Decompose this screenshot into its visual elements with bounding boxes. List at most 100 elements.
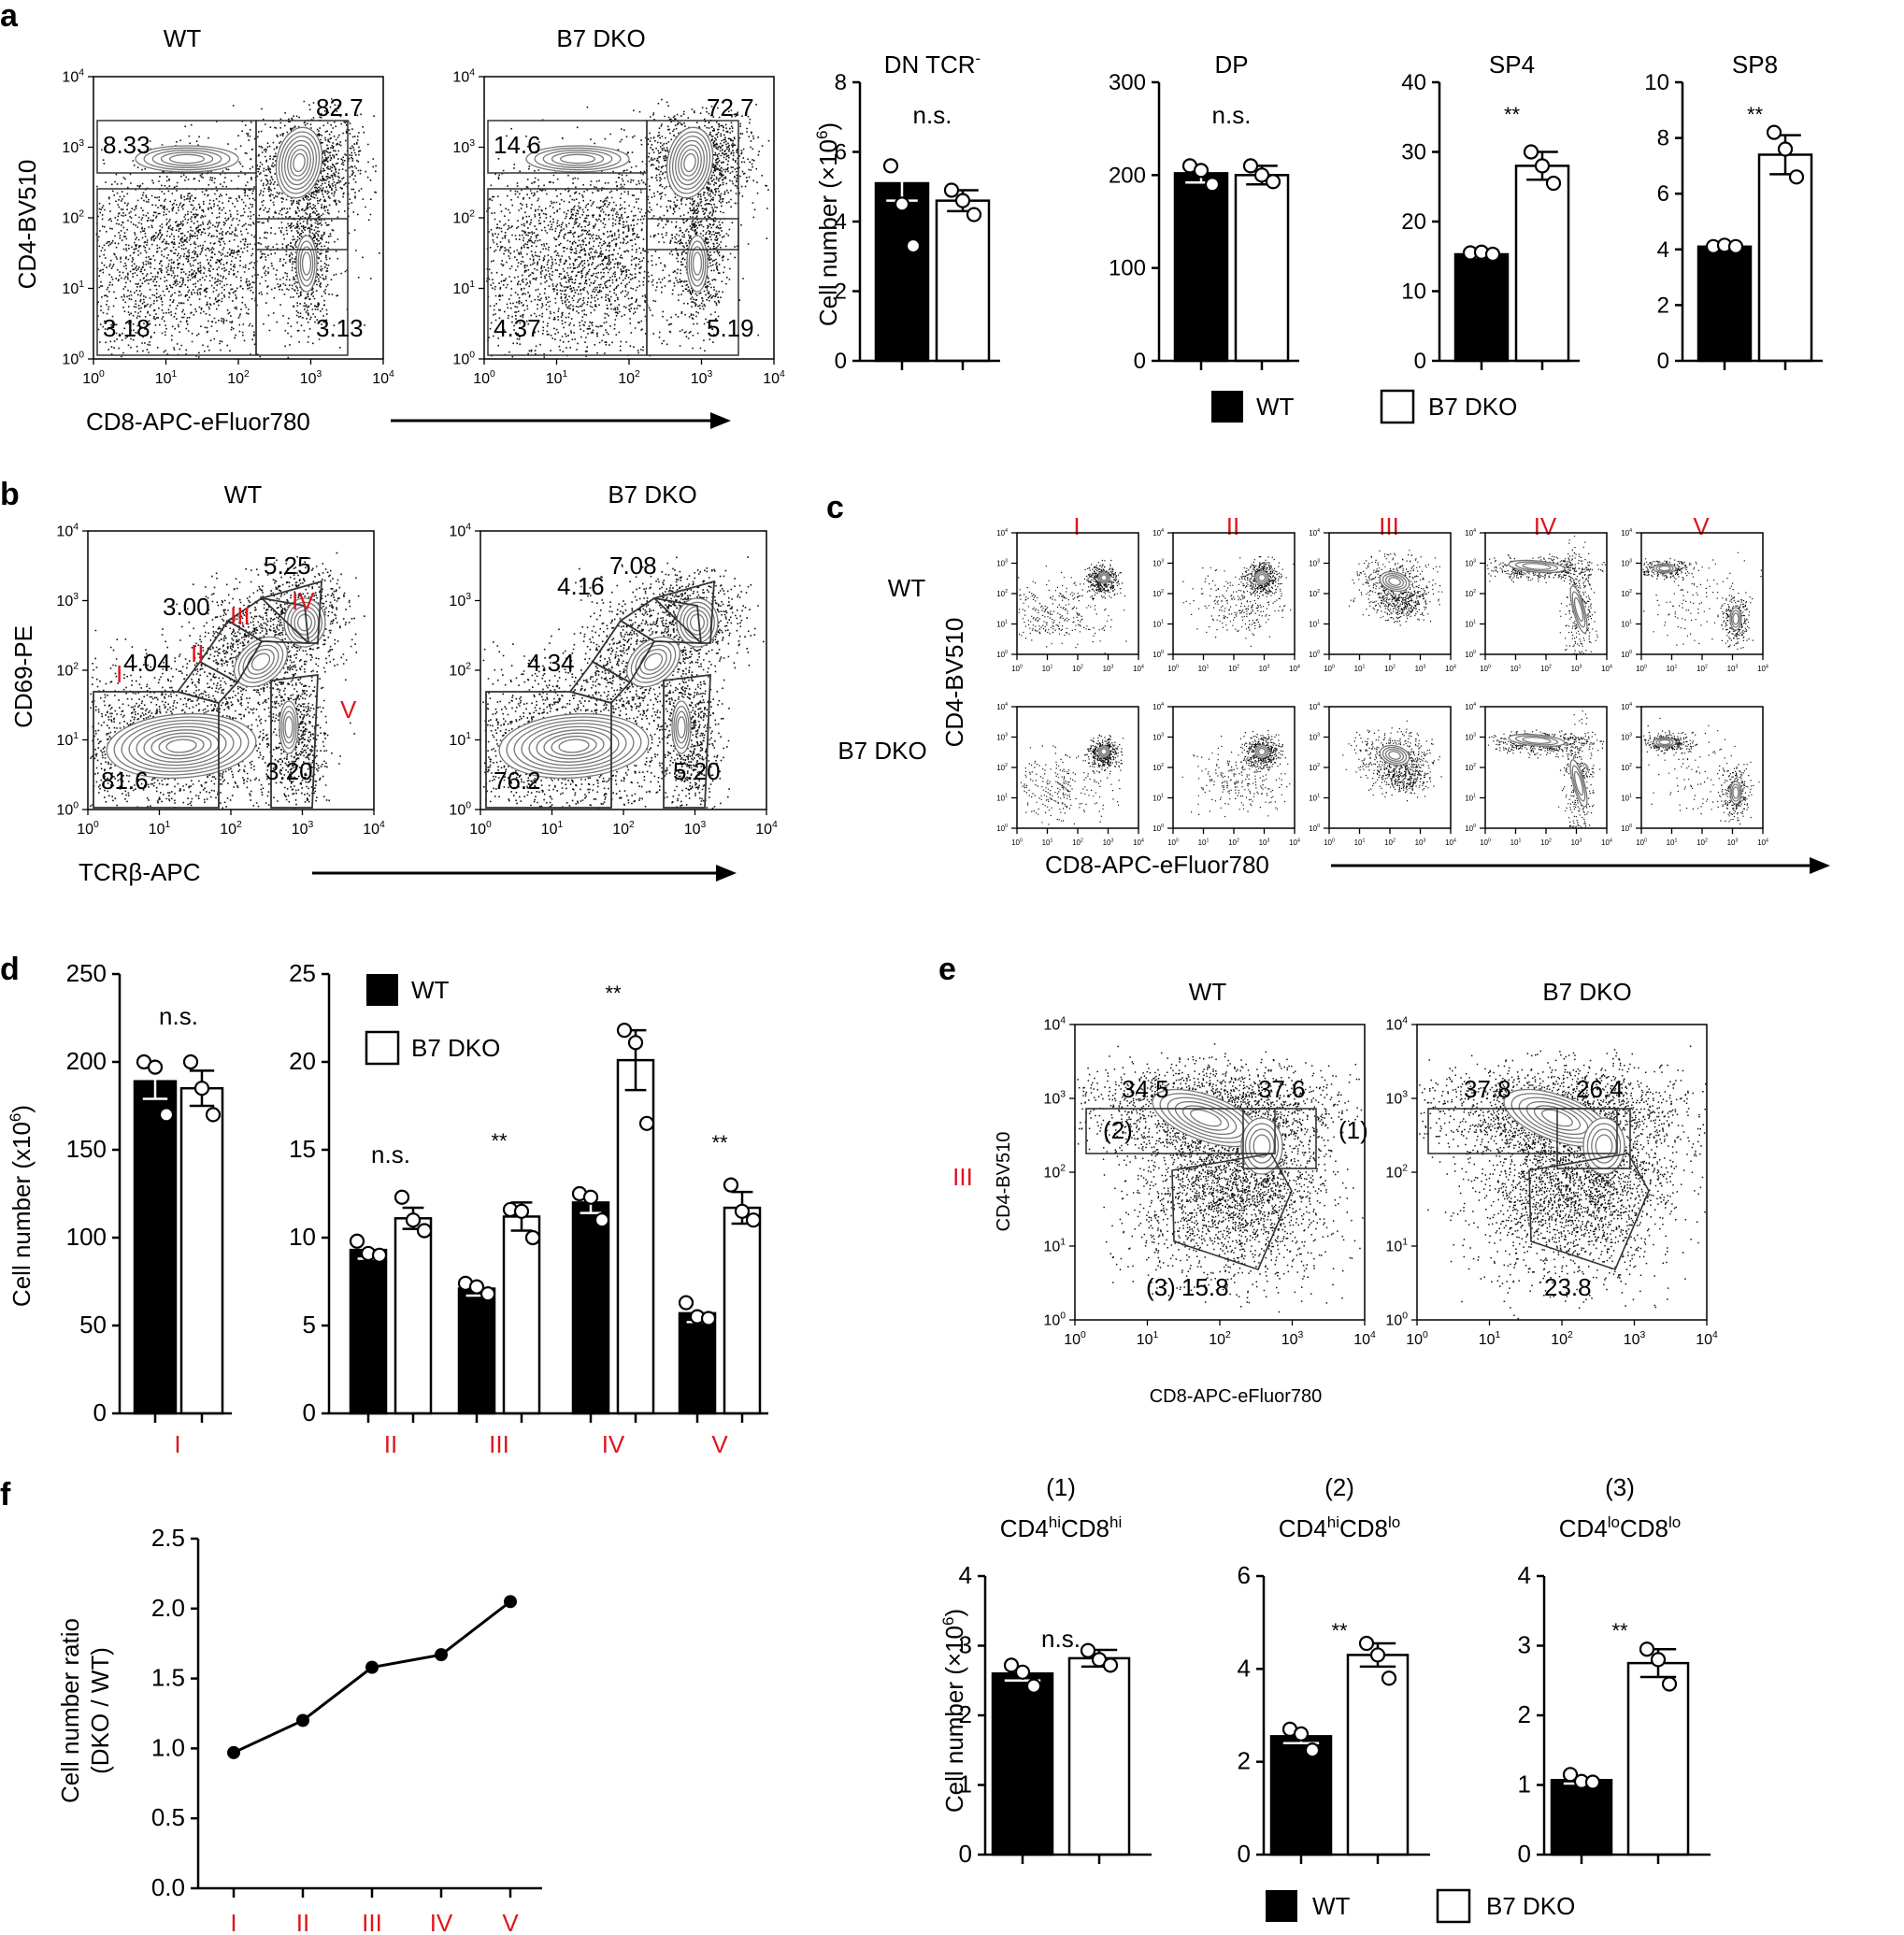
y-tick-label: 104 (1043, 1015, 1066, 1033)
panel-label-c: c (826, 490, 844, 525)
tick-base: 10 (452, 70, 469, 86)
tick-base: 10 (473, 371, 490, 387)
tick-base: 10 (1309, 590, 1317, 598)
gate-value: 81.6 (101, 767, 149, 795)
gate-id: (3) (1146, 1273, 1176, 1301)
tick-base: 10 (1621, 559, 1629, 567)
event-dots (263, 634, 333, 810)
y-tick-label: 1 (1518, 1770, 1531, 1799)
tick-base: 10 (1624, 1332, 1640, 1348)
tick-exponent: 3 (708, 369, 713, 380)
tick-exponent: 4 (1610, 838, 1612, 843)
tick-exponent: 1 (465, 731, 471, 741)
tick-base: 10 (1465, 703, 1473, 711)
tick-base: 10 (1445, 665, 1453, 673)
tick-exponent: 3 (1005, 733, 1008, 738)
data-point (1777, 141, 1794, 157)
title-superscript: - (976, 50, 981, 67)
cd4sp-contour (525, 145, 630, 173)
gate-value: 14.6 (494, 131, 541, 159)
tick-base: 10 (1167, 665, 1176, 673)
gate (663, 673, 711, 809)
tick-base: 10 (996, 651, 1005, 659)
y-tick-label: 103 (996, 733, 1008, 742)
event-dots (1486, 553, 1606, 583)
tick-base: 10 (1103, 665, 1111, 673)
x-tick-label: 102 (1696, 838, 1708, 847)
contour (1384, 749, 1405, 762)
legend-label-wt: WT (1256, 393, 1295, 421)
data-point (1534, 158, 1551, 174)
cd69-contour (113, 716, 250, 776)
event-dots (486, 119, 705, 358)
y-tick-label: 101 (1152, 620, 1164, 629)
label-part: CD8 (1339, 1514, 1388, 1542)
data-point (227, 1745, 240, 1759)
tick-base: 10 (1309, 824, 1317, 833)
tick-base: 10 (220, 822, 236, 838)
event-dots (1018, 566, 1127, 654)
x-tick-label: 101 (149, 820, 171, 838)
tick-base: 10 (1510, 665, 1519, 673)
cd4sp-contour (534, 147, 622, 171)
cd4sp-contour (151, 150, 222, 168)
cd8sp-contour (301, 251, 312, 276)
tick-exponent: 4 (465, 522, 471, 532)
tick-base: 10 (1309, 794, 1317, 802)
plot-frame (1640, 532, 1764, 655)
tick-base: 10 (227, 371, 244, 387)
tick-exponent: 1 (469, 280, 475, 290)
y-tick-label: 102 (1621, 763, 1632, 772)
x-tick-label: 100 (1636, 664, 1647, 673)
tick-exponent: 0 (1488, 838, 1491, 843)
tick-exponent: 0 (99, 369, 105, 380)
significance-label: ** (491, 1129, 508, 1153)
stage-column-label: IV (1534, 512, 1557, 540)
bar-wt (1269, 1735, 1333, 1856)
exponent: 6 (7, 1113, 24, 1122)
x-tick-label: 103 (1415, 664, 1426, 673)
dp-contour (280, 136, 318, 190)
cd69-contour (558, 738, 590, 753)
stage-contour (626, 636, 680, 688)
tick-exponent: 2 (1549, 838, 1552, 843)
label-part: CD8 (1620, 1514, 1668, 1542)
x-tick-label: 104 (1445, 838, 1456, 847)
tick-exponent: 3 (1580, 664, 1582, 669)
tick-exponent: 2 (1629, 763, 1632, 768)
ratio-line (233, 1600, 511, 1755)
tick-exponent: 4 (1141, 838, 1144, 843)
stage-column-label: V (1693, 512, 1710, 540)
a-flow-plot-0: 100100101101102102103103104104WT8.3382.7… (62, 24, 394, 387)
tick-base: 10 (56, 733, 73, 749)
y-tick-label: 4 (835, 209, 847, 235)
cd4sp-contour (135, 145, 239, 173)
y-tick-label: 250 (66, 959, 107, 987)
stage-label: V (502, 1909, 519, 1935)
x-tick-label: 103 (292, 820, 314, 838)
y-tick-label: 102 (1465, 589, 1476, 598)
y-tick-label: 100 (1309, 650, 1320, 659)
tick-exponent: 3 (1267, 664, 1270, 669)
tick-exponent: 2 (1005, 589, 1008, 595)
tick-exponent: 0 (79, 350, 84, 360)
tick-base: 10 (1152, 733, 1161, 741)
event-dots (1559, 536, 1598, 655)
tick-base: 10 (1385, 1092, 1402, 1108)
tick-exponent: 0 (73, 800, 79, 810)
tick-exponent: 3 (317, 369, 322, 380)
tick-exponent: 0 (1005, 824, 1008, 829)
cd4sp-contour (542, 150, 613, 168)
axis-label-ratio: Cell number ratio (56, 1618, 84, 1803)
y-tick-label: 103 (1621, 559, 1632, 568)
stage-label: II (191, 639, 204, 667)
tick-exponent: 2 (1705, 664, 1708, 669)
y-tick-label: 3 (959, 1631, 972, 1659)
axis-label-cd4: CD4-BV510 (940, 618, 968, 748)
cd69-contour (551, 736, 597, 756)
tick-base: 10 (56, 594, 73, 609)
tick-exponent: 0 (1423, 1330, 1428, 1340)
y-tick-label: 100 (1465, 650, 1476, 659)
